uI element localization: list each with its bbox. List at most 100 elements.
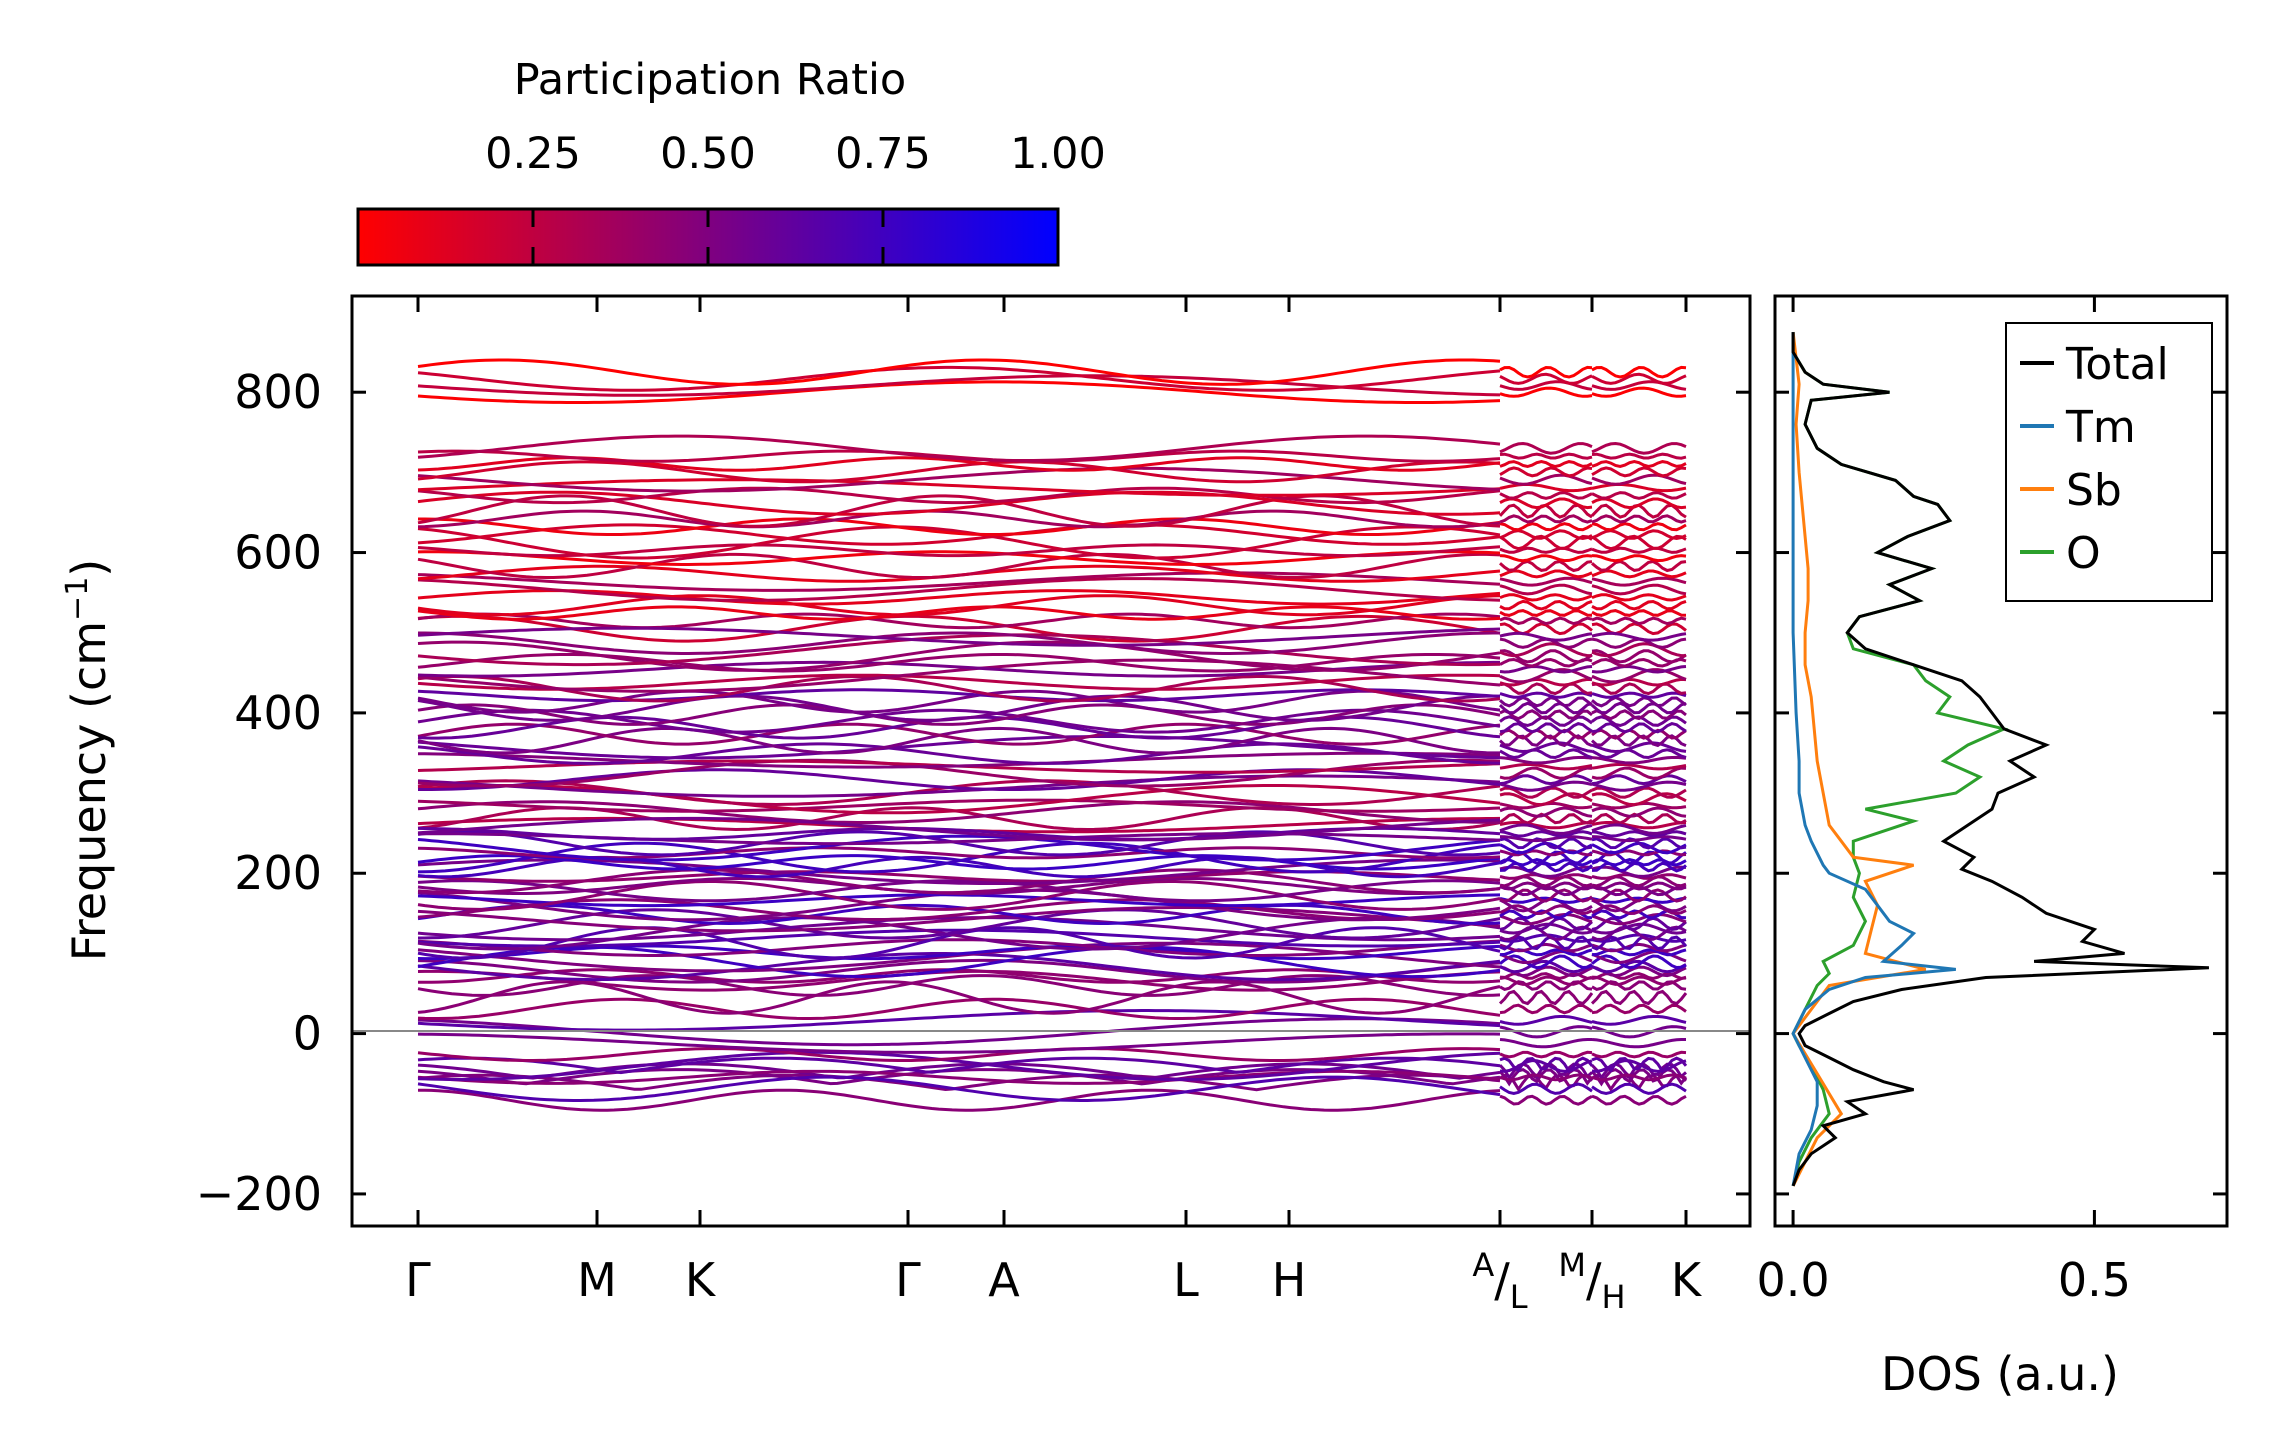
y-tick-label: 400 bbox=[234, 686, 322, 740]
band-line bbox=[1499, 576, 1593, 587]
legend-label: O bbox=[2066, 528, 2101, 579]
band-line bbox=[1591, 1073, 1687, 1082]
x-tick-label: A bbox=[988, 1253, 1020, 1307]
band-line bbox=[417, 880, 1501, 911]
band-line bbox=[417, 490, 1501, 516]
y-tick-label: −200 bbox=[196, 1167, 322, 1221]
band-line bbox=[1499, 954, 1593, 970]
colorbar-tick-label: 0.50 bbox=[660, 129, 756, 179]
band-line bbox=[417, 640, 1501, 672]
band-line bbox=[417, 826, 1501, 841]
band-line bbox=[1591, 896, 1687, 904]
band-line bbox=[417, 594, 1501, 617]
band-line bbox=[417, 509, 1501, 529]
band-line bbox=[1591, 642, 1686, 658]
band-line bbox=[1498, 989, 1594, 1006]
band-line bbox=[1591, 722, 1687, 734]
band-line bbox=[1591, 482, 1687, 493]
band-line bbox=[417, 916, 1501, 951]
band-line bbox=[1499, 942, 1593, 953]
band-line bbox=[417, 626, 1501, 647]
band-line bbox=[1591, 904, 1687, 916]
band-line bbox=[417, 879, 1501, 903]
dos-x-axis-label: DOS (a.u.) bbox=[1881, 1347, 2119, 1401]
band-line bbox=[417, 577, 1501, 602]
band-line bbox=[1591, 942, 1687, 953]
band-line bbox=[1499, 959, 1593, 974]
band-line bbox=[1591, 881, 1687, 891]
band-line bbox=[417, 1075, 1501, 1102]
x-tick-label: L bbox=[1173, 1253, 1199, 1307]
band-line bbox=[1591, 441, 1687, 455]
band-line bbox=[1499, 569, 1593, 579]
dos-series-sb bbox=[1791, 331, 1927, 1187]
band-line bbox=[1591, 514, 1687, 524]
band-line bbox=[1499, 559, 1593, 573]
band-line bbox=[1499, 780, 1593, 792]
band-line bbox=[1499, 823, 1593, 835]
dos-series-o bbox=[1791, 332, 2009, 1187]
y-axis-label: Frequency (cm−1) bbox=[60, 559, 116, 962]
band-line bbox=[1499, 774, 1593, 786]
band-line bbox=[1591, 755, 1687, 765]
band-line bbox=[1591, 823, 1687, 835]
band-line bbox=[1499, 762, 1593, 771]
x-tick-label: Γ bbox=[405, 1253, 431, 1307]
band-line bbox=[1499, 664, 1593, 674]
band-line bbox=[1591, 452, 1687, 460]
band-line bbox=[1591, 459, 1687, 469]
band-line bbox=[1499, 668, 1593, 684]
band-line bbox=[417, 478, 1501, 497]
band-line bbox=[1591, 473, 1687, 486]
dos-x-tick-label: 0.5 bbox=[2058, 1253, 2131, 1307]
band-line bbox=[1498, 1067, 1594, 1087]
band-line bbox=[417, 841, 1501, 874]
band-line bbox=[1591, 806, 1687, 818]
y-tick-label: 200 bbox=[234, 846, 322, 900]
band-line bbox=[1499, 695, 1593, 708]
band-line bbox=[1499, 554, 1593, 563]
band-line bbox=[1591, 965, 1687, 978]
band-line bbox=[1499, 497, 1593, 510]
band-line bbox=[1591, 1015, 1687, 1026]
band-line bbox=[417, 906, 1501, 933]
band-line bbox=[1591, 837, 1687, 850]
band-frame bbox=[350, 294, 1752, 1228]
band-line bbox=[417, 722, 1501, 746]
band-line bbox=[1591, 559, 1687, 573]
band-line bbox=[417, 898, 1501, 921]
band-line bbox=[1591, 691, 1687, 699]
band-line bbox=[1499, 642, 1592, 658]
band-line bbox=[417, 751, 1501, 769]
band-line bbox=[1499, 821, 1593, 830]
band-line bbox=[417, 854, 1501, 871]
band-line bbox=[1591, 741, 1687, 754]
band-line bbox=[1499, 529, 1593, 541]
band-line bbox=[417, 1032, 1501, 1054]
band-line bbox=[417, 742, 1501, 765]
band-line bbox=[1591, 830, 1687, 838]
band-line bbox=[1591, 888, 1687, 903]
band-line bbox=[1591, 546, 1687, 554]
band-line bbox=[1591, 668, 1687, 684]
band-line bbox=[1591, 599, 1687, 611]
band-line bbox=[1590, 1067, 1688, 1087]
band-line bbox=[1499, 522, 1593, 532]
band-line bbox=[1591, 682, 1687, 696]
band-line bbox=[1499, 835, 1593, 843]
band-line bbox=[417, 612, 1501, 630]
band-line bbox=[1499, 888, 1593, 903]
band-line bbox=[1591, 466, 1687, 478]
band-line bbox=[417, 784, 1501, 815]
band-line bbox=[1591, 835, 1687, 843]
band-line bbox=[1499, 609, 1593, 617]
band-line bbox=[1499, 365, 1593, 379]
band-line bbox=[1591, 875, 1687, 888]
band-panel: −200 0 200 400 600 800 Γ M K Γ A L H A/L M/H K Frequen… bbox=[60, 294, 1752, 1316]
band-line bbox=[1591, 1050, 1687, 1059]
legend-box bbox=[2005, 322, 2213, 602]
band-line bbox=[1591, 372, 1687, 385]
band-line bbox=[417, 605, 1501, 621]
band-line bbox=[1499, 1050, 1593, 1059]
band-line bbox=[1591, 491, 1687, 500]
